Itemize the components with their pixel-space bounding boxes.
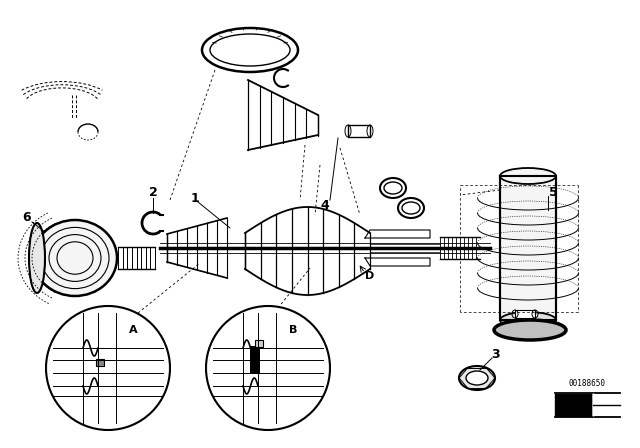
Ellipse shape bbox=[33, 220, 117, 296]
Ellipse shape bbox=[459, 366, 495, 390]
Ellipse shape bbox=[494, 320, 566, 340]
Ellipse shape bbox=[380, 178, 406, 198]
Text: 4: 4 bbox=[321, 198, 330, 211]
Text: 3: 3 bbox=[492, 348, 500, 361]
Ellipse shape bbox=[500, 168, 556, 184]
Bar bbox=[255, 340, 263, 347]
Ellipse shape bbox=[466, 371, 488, 385]
Ellipse shape bbox=[398, 198, 424, 218]
Bar bbox=[250, 346, 260, 374]
Ellipse shape bbox=[29, 223, 45, 293]
Text: D: D bbox=[365, 271, 374, 281]
Polygon shape bbox=[500, 176, 556, 320]
Polygon shape bbox=[555, 394, 593, 416]
Polygon shape bbox=[515, 310, 535, 318]
Ellipse shape bbox=[402, 202, 420, 214]
Text: 00188650: 00188650 bbox=[568, 379, 605, 388]
Circle shape bbox=[206, 306, 330, 430]
Ellipse shape bbox=[384, 182, 402, 194]
Text: 2: 2 bbox=[148, 185, 157, 198]
Ellipse shape bbox=[500, 312, 556, 328]
Text: 1: 1 bbox=[191, 191, 200, 204]
Circle shape bbox=[46, 306, 170, 430]
Text: A: A bbox=[129, 325, 138, 335]
Bar bbox=[96, 359, 104, 366]
Polygon shape bbox=[593, 394, 620, 416]
Text: 6: 6 bbox=[22, 211, 31, 224]
Text: B: B bbox=[289, 325, 297, 335]
Text: 5: 5 bbox=[548, 185, 557, 198]
